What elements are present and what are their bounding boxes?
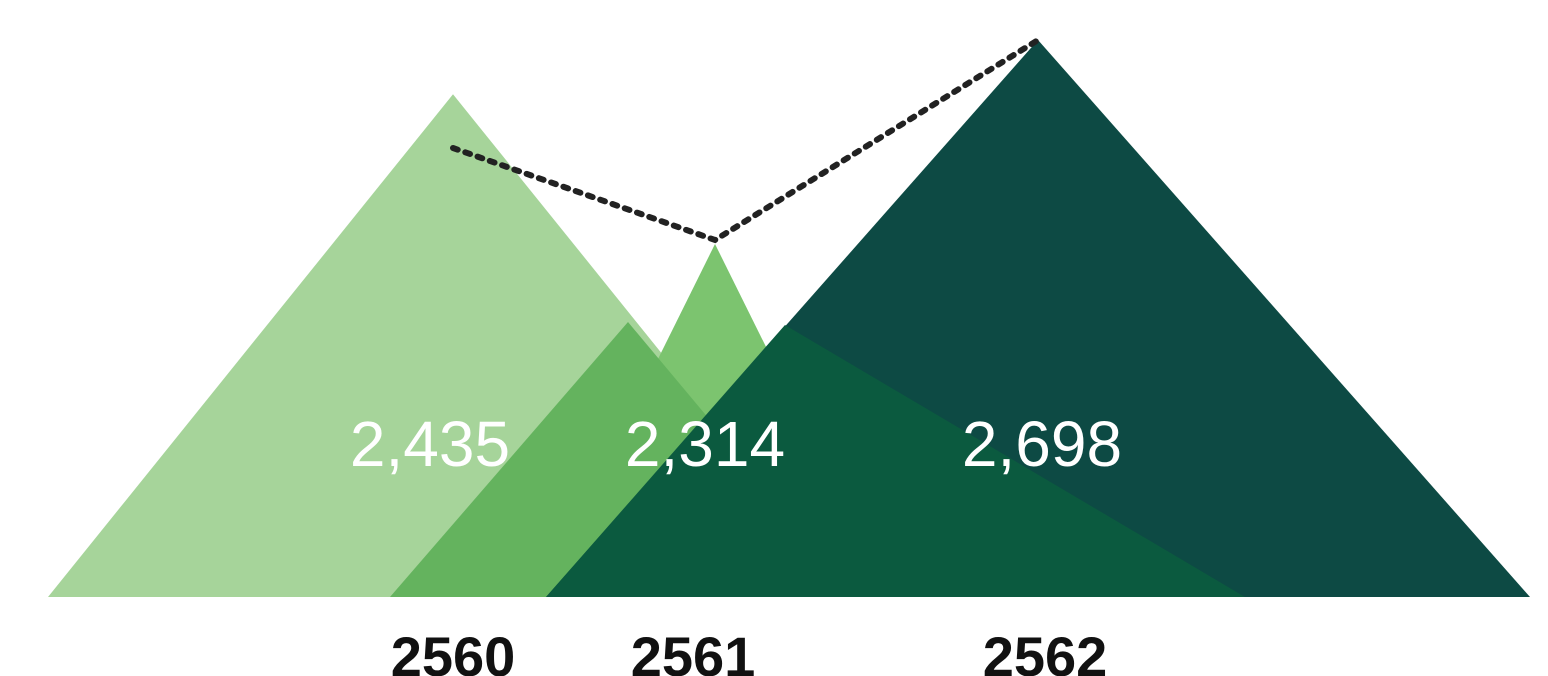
x-tick-label-2560: 2560 — [391, 625, 516, 676]
value-label-2562: 2,698 — [962, 408, 1122, 480]
x-tick-label-2561: 2561 — [631, 625, 756, 676]
overlap-2561-2562 — [546, 325, 1245, 597]
trend-line — [450, 37, 1041, 244]
x-tick-label-2562: 2562 — [983, 625, 1108, 676]
value-label-2560: 2,435 — [350, 408, 510, 480]
value-label-2561: 2,314 — [625, 408, 785, 480]
label-layer: 2,435 2,314 2,698 2560 2561 2562 — [350, 408, 1122, 676]
peak-layer — [48, 40, 1530, 597]
